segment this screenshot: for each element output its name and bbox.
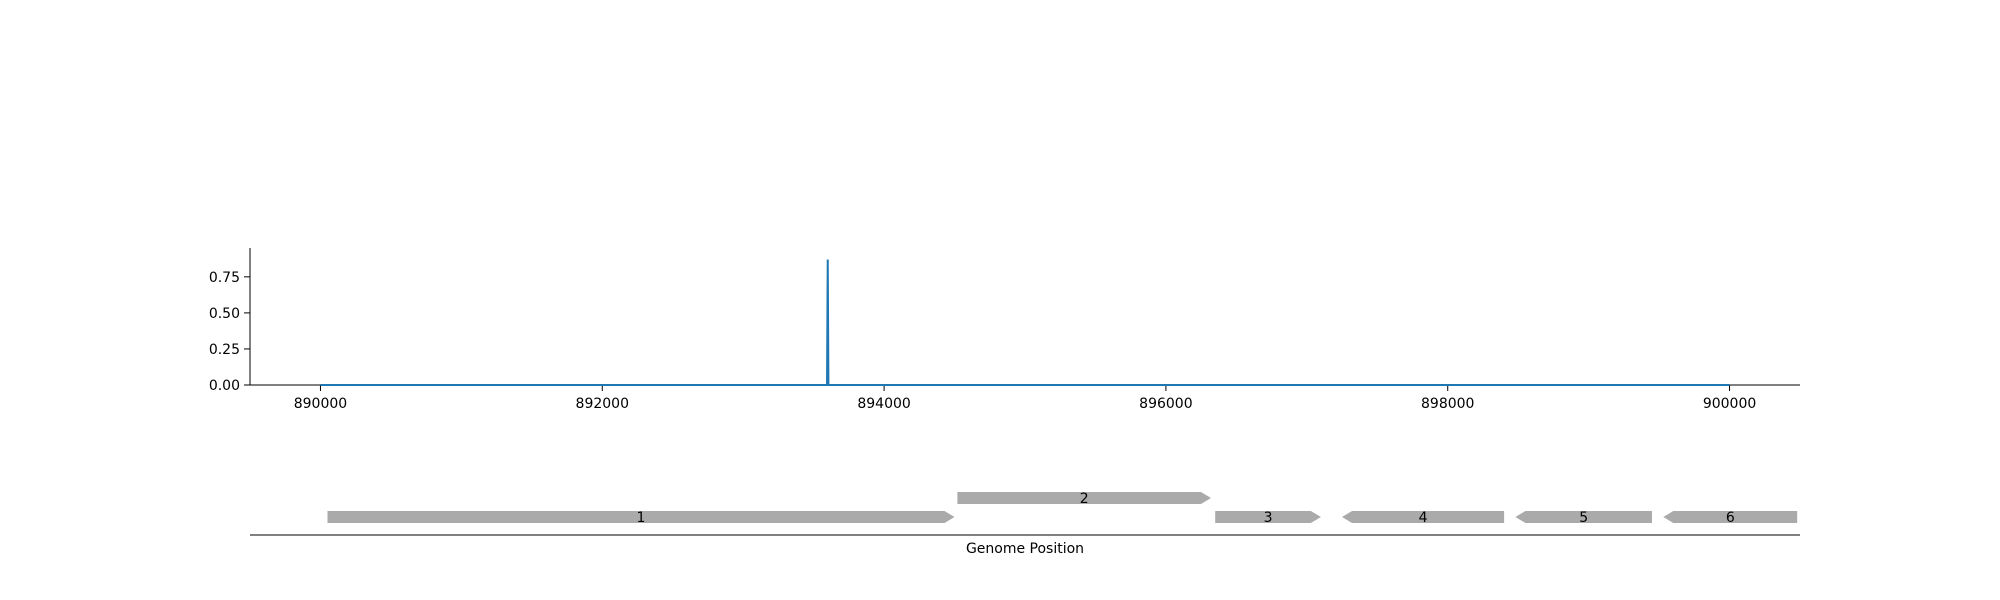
- y-tick-label: 0.75: [209, 270, 240, 286]
- y-tick-label: 0.25: [209, 342, 240, 358]
- gene-label: 6: [1726, 510, 1735, 526]
- x-tick-label: 896000: [1139, 396, 1192, 412]
- x-tick-label: 890000: [294, 396, 347, 412]
- y-ticks: 0.00 0.25 0.50 0.75: [209, 270, 250, 394]
- gene-label: 4: [1419, 510, 1428, 526]
- y-tick-label: 0.00: [209, 378, 240, 394]
- series-line: [320, 259, 1730, 386]
- x-axis-label: Genome Position: [966, 541, 1084, 557]
- x-ticks: 890000 892000 894000 896000 898000 900000: [294, 385, 1756, 412]
- coverage-chart: 0.00 0.25 0.50 0.75 890000 892000 894000 89600…: [209, 248, 1800, 412]
- gene-label: 2: [1080, 491, 1089, 507]
- gene-arrow: [1663, 511, 1798, 523]
- gene-arrow: [1215, 511, 1321, 523]
- x-tick-label: 894000: [857, 396, 910, 412]
- y-tick-label: 0.50: [209, 306, 240, 322]
- series-group: [320, 259, 1730, 386]
- x-tick-label: 900000: [1703, 396, 1756, 412]
- gene-track: 1 2 3 4 5 6 Genome Position: [250, 491, 1800, 557]
- gene-label: 3: [1264, 510, 1273, 526]
- genes-group: 1 2 3 4 5 6: [327, 491, 1798, 526]
- gene-label: 1: [637, 510, 646, 526]
- gene-arrow: [1515, 511, 1652, 523]
- gene-arrow: [957, 492, 1211, 504]
- gene-arrow: [327, 511, 955, 523]
- gene-arrow: [1342, 511, 1505, 523]
- x-tick-label: 892000: [576, 396, 629, 412]
- x-tick-label: 898000: [1421, 396, 1474, 412]
- gene-label: 5: [1579, 510, 1588, 526]
